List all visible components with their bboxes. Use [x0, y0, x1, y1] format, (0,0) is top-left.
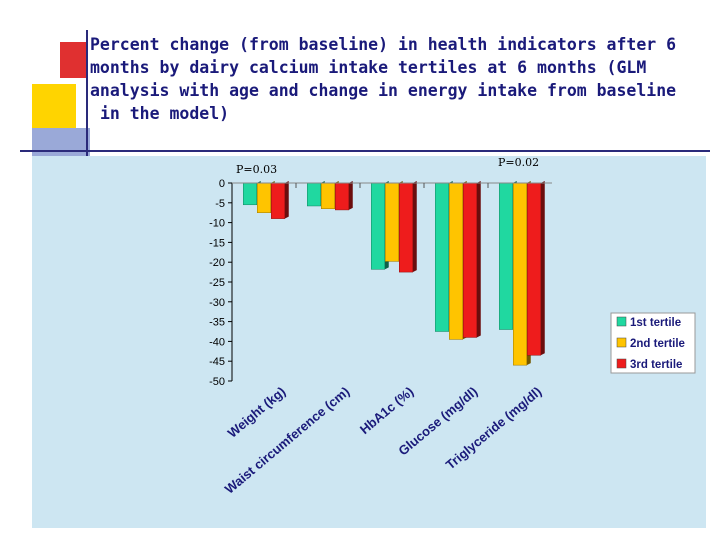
- decor-red-square: [60, 42, 86, 78]
- chart-background: [32, 156, 706, 528]
- decor-vertical-line: [86, 30, 88, 180]
- bar-3rd-tertile-hba1c: [399, 182, 413, 273]
- bar-1st-tertile-glucose-mg-dl: [435, 182, 449, 332]
- legend-label-3rd-tertile: 3rd tertile: [630, 359, 682, 371]
- slide-title: Percent change (from baseline) in health…: [90, 35, 677, 123]
- y-tick-label: -20: [209, 257, 225, 269]
- bar-3rd-tertile-triglyceride-mg-dl: [527, 182, 541, 356]
- category-label-weight-kg: Weight (kg): [225, 384, 289, 441]
- bar-1st-tertile-weight-kg: [243, 182, 257, 206]
- bar-side-3rd-tertile-weight-kg: [284, 181, 289, 219]
- y-tick-label: -35: [209, 317, 225, 329]
- y-tick-label: -25: [209, 277, 225, 289]
- y-tick-label: -40: [209, 336, 225, 348]
- y-tick-label: -45: [209, 356, 225, 368]
- y-tick-label: -10: [209, 218, 225, 230]
- bar-3rd-tertile-weight-kg: [271, 182, 285, 219]
- axes-layer: 0 -5 -10 -15 -20 -25 -30 -35 -40 -45 -50: [209, 178, 552, 388]
- bar-3rd-tertile-waist-circumference-cm: [335, 182, 349, 211]
- decor-yellow-square: [32, 84, 76, 128]
- annotation-p-0-02: P=0.02: [498, 156, 539, 169]
- bar-2nd-tertile-weight-kg: [257, 182, 271, 213]
- bar-side-3rd-tertile-hba1c: [412, 181, 417, 273]
- bar-1st-tertile-waist-circumference-cm: [307, 182, 321, 207]
- bar-2nd-tertile-hba1c: [385, 182, 399, 262]
- legend-swatch-1st-tertile: [616, 316, 627, 327]
- legend: 1st tertile 2nd tertile 3rd tertile: [610, 312, 696, 374]
- bar-1st-tertile-triglyceride-mg-dl: [499, 182, 513, 330]
- bar-1st-tertile-hba1c: [371, 182, 385, 270]
- bar-2nd-tertile-glucose-mg-dl: [449, 182, 463, 340]
- category-label-waist-circumference-cm: Waist circumference (cm): [222, 384, 352, 497]
- annotation-p-0-03: P=0.03: [236, 163, 277, 176]
- bar-2nd-tertile-waist-circumference-cm: [321, 182, 335, 209]
- legend-swatch-2nd-tertile: [616, 337, 627, 348]
- legend-swatch-3rd-tertile: [616, 358, 627, 369]
- bar-side-3rd-tertile-glucose-mg-dl: [476, 181, 481, 338]
- legend-label-1st-tertile: 1st tertile: [630, 317, 681, 329]
- category-label-hba1c: HbA1c (%): [357, 384, 416, 437]
- legend-label-2nd-tertile: 2nd tertile: [630, 338, 685, 350]
- bars-layer: [243, 181, 545, 366]
- y-tick-label: 0: [219, 178, 225, 190]
- bar-side-3rd-tertile-triglyceride-mg-dl: [540, 181, 545, 356]
- decor-horizontal-line: [20, 150, 710, 152]
- y-tick-label: -30: [209, 297, 225, 309]
- bar-2nd-tertile-triglyceride-mg-dl: [513, 182, 527, 366]
- y-tick-label: -5: [215, 198, 225, 210]
- y-tick-label: -15: [209, 237, 225, 249]
- bar-side-3rd-tertile-waist-circumference-cm: [348, 181, 353, 210]
- y-tick-label: -50: [209, 376, 225, 388]
- bar-3rd-tertile-glucose-mg-dl: [463, 182, 477, 338]
